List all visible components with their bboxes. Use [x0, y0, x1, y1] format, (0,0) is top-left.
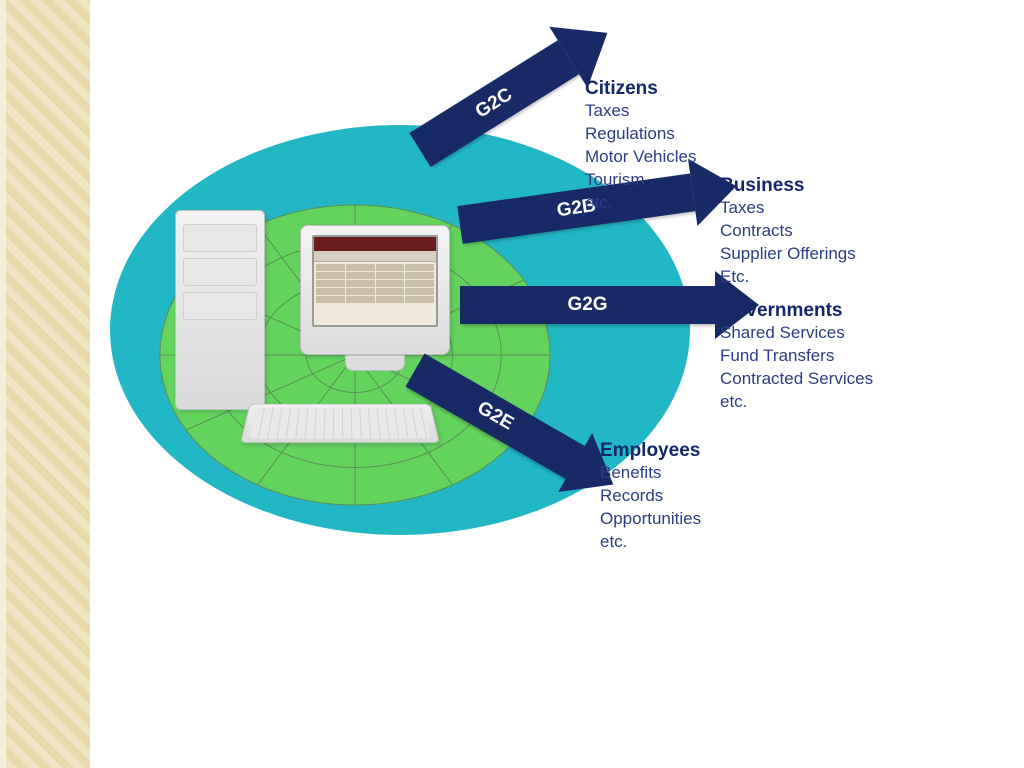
tower-icon — [175, 210, 265, 410]
monitor-icon — [300, 225, 450, 355]
arrow-label: G2G — [460, 286, 715, 324]
category-items: Shared Services Fund Transfers Contracte… — [720, 322, 940, 414]
diagram-stage: G2CG2BG2GG2E CitizensTaxes Regulations M… — [0, 0, 1024, 768]
category-heading: Business — [720, 175, 940, 197]
arrow-g2g: G2G — [460, 286, 759, 324]
category-heading: Employees — [600, 440, 820, 462]
keyboard-icon — [240, 404, 440, 443]
category-governments: GovernmentsShared Services Fund Transfer… — [720, 300, 940, 414]
category-heading: Citizens — [585, 78, 805, 100]
category-heading: Governments — [720, 300, 940, 322]
category-items: Taxes Contracts Supplier Offerings Etc. — [720, 197, 940, 289]
category-items: Benefits Records Opportunities etc. — [600, 462, 820, 554]
category-business: BusinessTaxes Contracts Supplier Offerin… — [720, 175, 940, 289]
category-employees: EmployeesBenefits Records Opportunities … — [600, 440, 820, 554]
